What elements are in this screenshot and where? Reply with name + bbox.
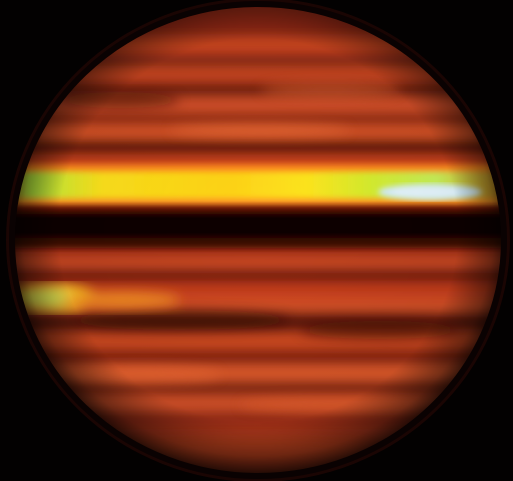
planet-rim: [9, 1, 507, 479]
limb-darkening: [12, 4, 504, 476]
